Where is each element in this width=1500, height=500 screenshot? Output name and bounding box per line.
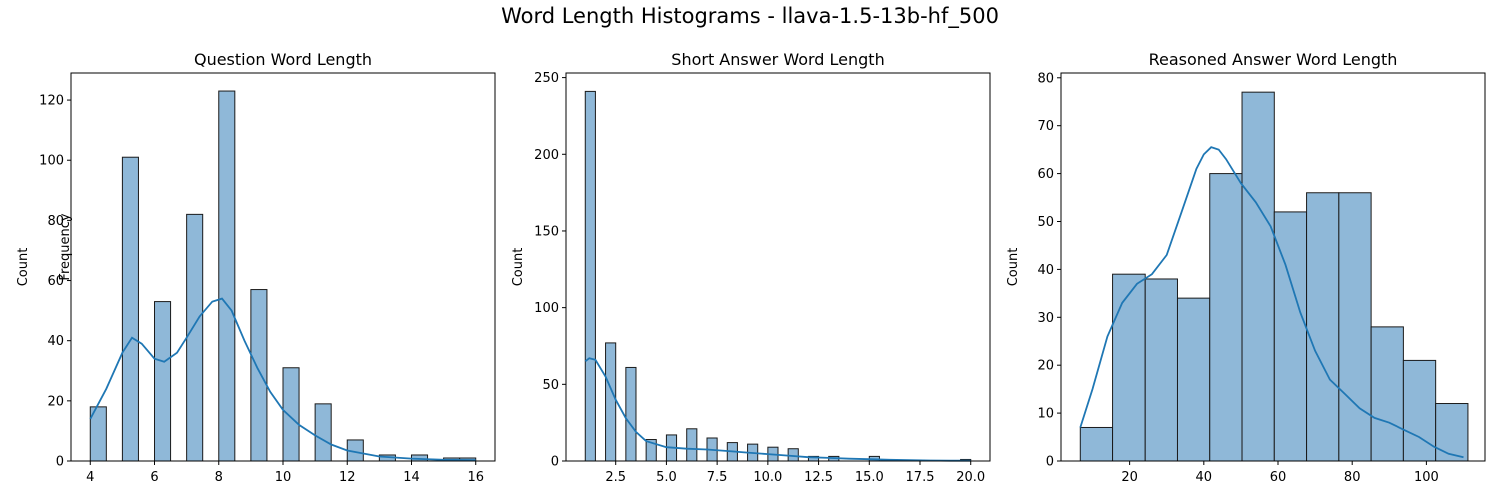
subplot-title: Question Word Length bbox=[194, 50, 372, 69]
kde-curve bbox=[1079, 146, 1464, 459]
x-tick-label: 12 bbox=[339, 470, 356, 485]
histogram-bar bbox=[1144, 278, 1178, 462]
x-tick-label: 20.0 bbox=[956, 470, 985, 485]
y-tick-label: 20 bbox=[47, 394, 64, 409]
histogram-bar bbox=[1306, 192, 1340, 462]
y-tick-label: 80 bbox=[1037, 71, 1054, 86]
y-tick-label: 50 bbox=[542, 378, 559, 393]
x-tick-label: 40 bbox=[1196, 470, 1213, 485]
kde-curve bbox=[89, 297, 476, 461]
y-tick-label: 40 bbox=[1037, 263, 1054, 278]
subplot-title: Reasoned Answer Word Length bbox=[1149, 50, 1398, 69]
figure-title: Word Length Histograms - llava-1.5-13b-h… bbox=[501, 4, 999, 28]
x-tick-label: 14 bbox=[403, 470, 420, 485]
x-tick-label: 100 bbox=[1414, 470, 1439, 485]
y-axis-label: Count bbox=[511, 248, 526, 287]
y-tick-label: 0 bbox=[551, 455, 559, 470]
y-tick-label: 60 bbox=[1037, 167, 1054, 182]
histogram-bar bbox=[1241, 91, 1275, 462]
y-tick-label: 250 bbox=[534, 71, 559, 86]
x-tick-label: 10 bbox=[275, 470, 292, 485]
y-tick-label: 40 bbox=[47, 334, 64, 349]
kde-curve bbox=[584, 357, 971, 462]
histogram-bar bbox=[1435, 403, 1469, 462]
y-tick-label: 60 bbox=[47, 274, 64, 289]
y-tick-label: 20 bbox=[1037, 359, 1054, 374]
y-tick-label: 50 bbox=[1037, 215, 1054, 230]
y-tick-label: 80 bbox=[47, 214, 64, 229]
histogram-bar bbox=[1112, 273, 1146, 462]
x-tick-label: 2.5 bbox=[605, 470, 626, 485]
y-tick-label: 120 bbox=[39, 94, 64, 109]
x-tick-label: 8 bbox=[215, 470, 223, 485]
x-tick-label: 10.0 bbox=[753, 470, 782, 485]
subplot-title: Short Answer Word Length bbox=[671, 50, 884, 69]
y-tick-label: 0 bbox=[1046, 455, 1054, 470]
x-tick-label: 80 bbox=[1344, 470, 1361, 485]
x-tick-label: 12.5 bbox=[804, 470, 833, 485]
x-tick-label: 60 bbox=[1270, 470, 1287, 485]
x-tick-label: 15.0 bbox=[855, 470, 884, 485]
y-tick-label: 0 bbox=[56, 455, 64, 470]
y-tick-label: 100 bbox=[39, 154, 64, 169]
histogram-bar bbox=[1370, 326, 1404, 462]
x-tick-label: 5.0 bbox=[656, 470, 677, 485]
y-tick-label: 200 bbox=[534, 148, 559, 163]
axes-frame bbox=[1060, 72, 1486, 462]
histogram-bar bbox=[1176, 297, 1211, 462]
y-tick-label: 10 bbox=[1037, 407, 1054, 422]
y-tick-label: 100 bbox=[534, 301, 559, 316]
y-axis-label: Count bbox=[1006, 248, 1021, 287]
x-tick-label: 6 bbox=[150, 470, 158, 485]
histogram-bar bbox=[1209, 173, 1243, 462]
y-axis-label: Count bbox=[16, 248, 31, 287]
x-tick-label: 4 bbox=[86, 470, 94, 485]
y-tick-label: 30 bbox=[1037, 311, 1054, 326]
x-tick-label: 17.5 bbox=[906, 470, 935, 485]
histogram-bar bbox=[1402, 359, 1437, 462]
y-tick-label: 150 bbox=[534, 224, 559, 239]
axes-frame bbox=[565, 72, 991, 462]
y-tick-label: 70 bbox=[1037, 119, 1054, 134]
histogram-bar bbox=[1079, 426, 1114, 462]
x-tick-label: 20 bbox=[1121, 470, 1138, 485]
frequency-label: Frequency bbox=[58, 213, 73, 280]
histogram-bar bbox=[1338, 192, 1372, 462]
x-tick-label: 7.5 bbox=[707, 470, 728, 485]
x-tick-label: 16 bbox=[467, 470, 484, 485]
